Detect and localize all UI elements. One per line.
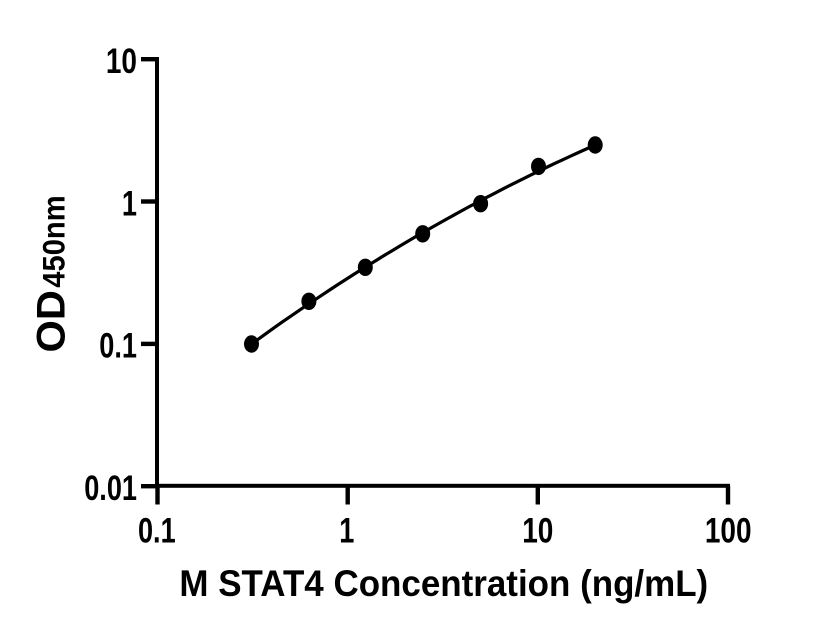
svg-text:0.01: 0.01 — [84, 469, 137, 508]
svg-text:0.1: 0.1 — [99, 326, 137, 365]
svg-text:10: 10 — [106, 41, 137, 81]
svg-text:450nm: 450nm — [36, 195, 71, 287]
svg-text:100: 100 — [705, 510, 752, 550]
svg-text:10: 10 — [522, 510, 553, 550]
svg-text:0.1: 0.1 — [138, 511, 176, 550]
svg-text:1: 1 — [122, 184, 137, 223]
svg-text:1: 1 — [339, 511, 354, 550]
svg-text:M STAT4 Concentration (ng/mL): M STAT4 Concentration (ng/mL) — [179, 562, 708, 604]
svg-text:OD: OD — [29, 290, 73, 352]
